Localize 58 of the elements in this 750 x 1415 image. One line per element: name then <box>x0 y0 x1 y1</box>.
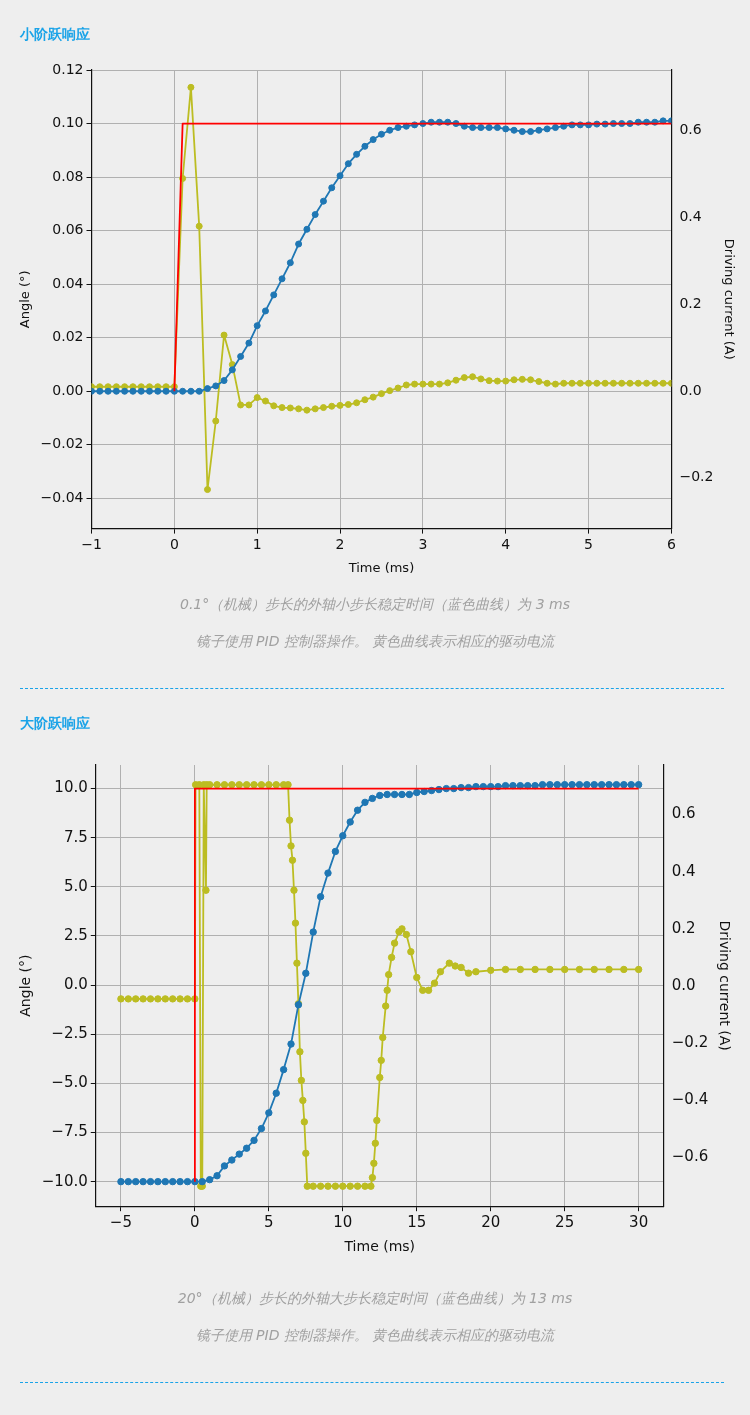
y-tick-label: −5.0 <box>51 1073 88 1092</box>
x-tick-label: 0 <box>169 535 179 552</box>
y-tick-label: −7.5 <box>51 1122 88 1141</box>
y-tick-label: −2.5 <box>51 1024 88 1043</box>
y-tick-label: 0.00 <box>52 381 84 398</box>
y-tick-label: 0.08 <box>52 167 84 184</box>
y-tick-label: 0.10 <box>52 114 84 131</box>
chart-title: 大阶跃响应 <box>19 714 91 733</box>
x-tick-label: −1 <box>81 535 102 552</box>
y2-tick-label: −0.2 <box>679 468 714 485</box>
y2-tick-label: 0.2 <box>671 918 696 937</box>
x-tick-label: 5 <box>264 1213 274 1232</box>
x-tick-label: 1 <box>252 535 262 552</box>
y-tick-label: −0.02 <box>40 435 84 452</box>
x-tick-label: 4 <box>501 535 511 552</box>
y-tick-label: 0.04 <box>52 274 84 291</box>
x-axis-title: Time (ms) <box>343 1238 416 1255</box>
text: 镜子使用 PID 控制器操作。 黄色曲线表示相应的驱动电流 <box>194 1326 557 1345</box>
x-tick-label: 10 <box>333 1213 353 1232</box>
y-tick-label: 2.5 <box>63 925 88 944</box>
x-tick-label: 15 <box>407 1213 427 1232</box>
y2-tick-label: 0.4 <box>679 208 702 225</box>
x-tick-label: 30 <box>629 1213 649 1232</box>
y2-tick-label: 0.6 <box>679 121 702 138</box>
y2-tick-label: 0.0 <box>679 381 702 398</box>
y2-tick-label: 0.6 <box>671 804 696 823</box>
text: 20°（机械）步长的外轴大步长稳定时间（蓝色曲线）为 13 ms <box>176 1289 574 1308</box>
x-tick-label: 20 <box>481 1213 501 1232</box>
y-tick-label: 0.0 <box>63 975 88 993</box>
y-tick-label: 7.5 <box>63 827 88 846</box>
x-tick-label: 5 <box>584 535 594 552</box>
y2-axis-title: Driving current (A) <box>716 920 733 1051</box>
x-tick-label: 0 <box>190 1213 200 1232</box>
y-axis-title: Angle (°) <box>17 954 34 1017</box>
y-tick-label: 10.0 <box>54 778 88 797</box>
text: 镜子使用 PID 控制器操作。 黄色曲线表示相应的驱动电流 <box>194 632 557 651</box>
y-tick-label: 0.02 <box>52 328 84 345</box>
y2-axis-title: Driving current (A) <box>721 238 737 360</box>
y-tick-label: 0.06 <box>52 221 84 238</box>
y2-tick-label: −0.6 <box>671 1147 709 1166</box>
x-axis-title: Time (ms) <box>347 559 415 575</box>
y-tick-label: 0.12 <box>52 60 84 77</box>
y2-tick-label: 0.0 <box>671 975 696 994</box>
y-tick-label: 5.0 <box>63 876 88 895</box>
y2-tick-label: 0.2 <box>679 294 702 311</box>
x-tick-label: 6 <box>666 535 676 552</box>
y-tick-label: −10.0 <box>41 1171 88 1190</box>
x-tick-label: −5 <box>109 1213 132 1232</box>
y-tick-label: −0.04 <box>40 488 84 505</box>
x-tick-label: 2 <box>335 535 345 552</box>
x-tick-label: 3 <box>418 535 428 552</box>
y-axis-title: Angle (°) <box>17 270 33 329</box>
chart-title: 小阶跃响应 <box>19 25 91 44</box>
x-tick-label: 25 <box>555 1213 575 1232</box>
y2-tick-label: −0.2 <box>671 1033 709 1052</box>
y2-tick-label: 0.4 <box>671 861 696 880</box>
text: 0.1°（机械）步长的外轴小步长稳定时间（蓝色曲线）为 3 ms <box>179 595 571 614</box>
y2-tick-label: −0.4 <box>671 1090 709 1109</box>
